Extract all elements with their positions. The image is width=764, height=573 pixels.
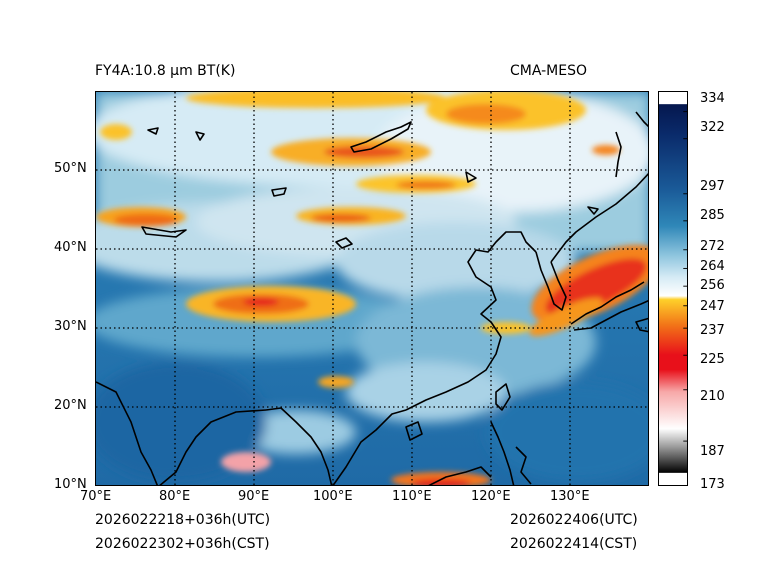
colorbar-ticks <box>683 111 687 473</box>
map-canvas <box>96 92 648 485</box>
lon-label-100e: 100°E <box>313 489 353 504</box>
valid-time-utc: 2026022406(UTC) <box>510 512 638 528</box>
colorbar <box>658 91 688 486</box>
lat-label-50n: 50°N <box>54 161 87 176</box>
lon-label-80e: 80°E <box>159 489 191 504</box>
lat-label-40n: 40°N <box>54 240 87 255</box>
satellite-map <box>95 91 649 486</box>
lat-label-20n: 20°N <box>54 398 87 413</box>
lon-label-70e: 70°E <box>80 489 112 504</box>
lon-label-90e: 90°E <box>238 489 270 504</box>
cbar-label-334: 334 <box>700 91 725 106</box>
valid-time-cst: 2026022414(CST) <box>510 536 638 552</box>
cold-cloud-tops <box>96 92 648 485</box>
cbar-label-272: 272 <box>700 239 725 254</box>
lon-label-110e: 110°E <box>392 489 432 504</box>
lat-label-10n: 10°N <box>54 477 87 492</box>
cbar-label-210: 210 <box>700 389 725 404</box>
cbar-label-225: 225 <box>700 352 725 367</box>
colorbar-gradient <box>659 104 687 473</box>
cbar-label-322: 322 <box>700 120 725 135</box>
coastlines <box>96 111 648 485</box>
cbar-label-297: 297 <box>700 179 725 194</box>
product-title: FY4A:10.8 µm BT(K) <box>95 63 236 79</box>
lon-label-130e: 130°E <box>550 489 590 504</box>
lat-label-30n: 30°N <box>54 319 87 334</box>
init-time-utc: 2026022218+036h(UTC) <box>95 512 271 528</box>
cbar-label-247: 247 <box>700 299 725 314</box>
model-title: CMA-MESO <box>510 63 588 79</box>
cbar-label-256: 256 <box>700 278 725 293</box>
cbar-label-173: 173 <box>700 477 725 492</box>
cbar-label-285: 285 <box>700 208 725 223</box>
cbar-label-264: 264 <box>700 259 725 274</box>
graticule <box>96 92 648 485</box>
cbar-label-187: 187 <box>700 444 725 459</box>
lon-label-120e: 120°E <box>471 489 511 504</box>
cbar-label-237: 237 <box>700 323 725 338</box>
init-time-cst: 2026022302+036h(CST) <box>95 536 270 552</box>
